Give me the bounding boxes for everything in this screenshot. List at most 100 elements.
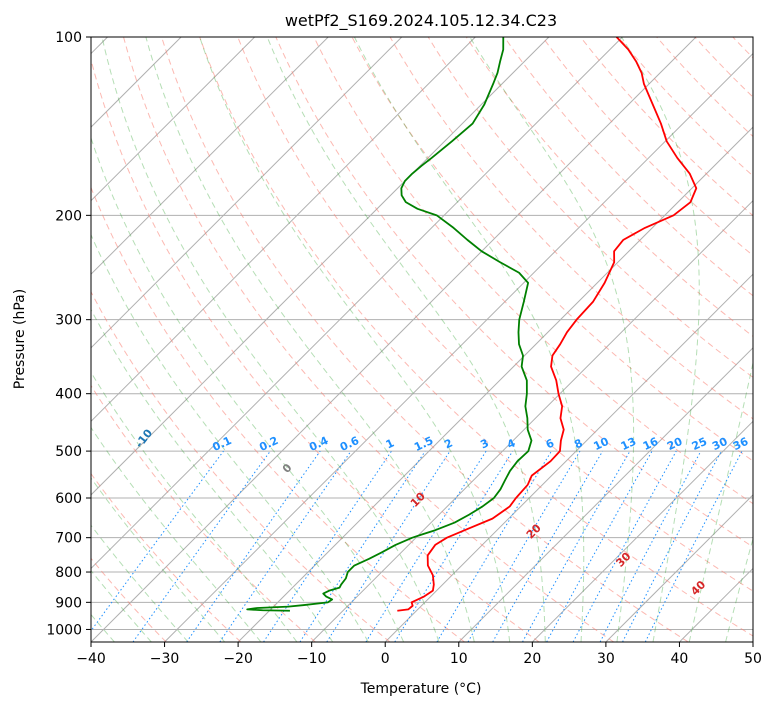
dry-adiabat-lines: [91, 37, 753, 642]
moist-adiabat: [91, 136, 405, 642]
sounding-profiles: [246, 37, 698, 612]
x-tick-label: −40: [76, 651, 106, 667]
moist-adiabat: [91, 426, 262, 642]
dry-adiabat: [91, 472, 242, 642]
y-tick-label: 300: [55, 313, 82, 329]
dry-adiabat: [351, 37, 753, 462]
isotherm-line: [384, 273, 753, 642]
isotherm-line: [91, 37, 697, 642]
isotherm-line: [531, 420, 753, 642]
x-axis-label: Temperature (°C): [360, 681, 482, 697]
x-tick-label: 30: [597, 651, 615, 667]
moist-adiabat: [91, 524, 189, 642]
mixing-ratio-line: [91, 450, 224, 632]
isotherm-line: [91, 37, 403, 349]
moist-adiabat: [266, 37, 546, 642]
mixing-ratio-label: 30: [710, 435, 730, 453]
mixing-ratio-line: [299, 450, 426, 642]
dry-adiabat: [313, 37, 753, 505]
moist-adiabat: [91, 371, 298, 642]
plot-frame: [90, 36, 754, 643]
mixing-ratio-line: [186, 450, 321, 642]
chart-title: wetPf2_S169.2024.105.12.34.C23: [285, 11, 557, 31]
moist-adiabat-lines: [91, 37, 753, 642]
mixing-ratio-line: [522, 450, 631, 642]
mixing-ratio-label: 13: [619, 435, 638, 453]
moist-adiabat: [101, 37, 440, 642]
x-tick-label: −10: [297, 651, 327, 667]
x-tick-label: 10: [450, 651, 468, 667]
dewpoint-profile: [246, 37, 533, 612]
y-tick-label: 100: [55, 30, 82, 46]
isotherm-line: [605, 494, 753, 642]
y-tick-label: 700: [55, 531, 82, 547]
moist-adiabat: [91, 569, 152, 642]
mixing-ratio-label: 25: [690, 435, 709, 453]
isotherm-line: [91, 37, 256, 202]
mixing-ratio-line: [132, 450, 271, 642]
dry-adiabat: [161, 37, 689, 642]
mixing-ratio-label: 16: [641, 435, 661, 453]
mixing-ratio-line: [394, 450, 514, 642]
isotherm-line: [237, 126, 753, 642]
dry-adiabat: [199, 37, 753, 637]
y-axis-label: Pressure (hPa): [12, 289, 28, 389]
moist-adiabat: [621, 37, 700, 642]
x-tick-label: −30: [150, 651, 180, 667]
moist-adiabat: [353, 37, 585, 642]
x-tick-label: 20: [523, 651, 541, 667]
y-tick-label: 500: [55, 444, 82, 460]
y-tick-label: 800: [55, 565, 82, 581]
moist-adiabat: [91, 477, 226, 642]
dry-adiabat: [91, 290, 391, 642]
x-tick-label: −20: [223, 651, 253, 667]
mixing-ratio-line: [326, 450, 451, 642]
moist-adiabat: [199, 37, 511, 642]
mixing-ratio-line: [219, 450, 352, 642]
dry-adiabat: [91, 384, 316, 642]
dry-adiabat: [427, 37, 753, 379]
moist-adiabat: [91, 308, 334, 642]
mixing-ratio-line: [263, 450, 392, 642]
y-tick-label: 200: [55, 208, 82, 224]
plot-background-lines: [91, 37, 753, 642]
mixing-ratio-lines: [91, 450, 743, 642]
y-tick-label: 600: [55, 491, 82, 507]
isotherm-line: [91, 37, 476, 423]
dry-adiabat: [275, 37, 753, 548]
mixing-ratio-label: 10: [592, 435, 612, 453]
moist-adiabat: [688, 360, 753, 642]
temperature-profile: [397, 37, 698, 612]
x-tick-label: 50: [744, 651, 762, 667]
axis-ticks: −40 −30 −20 −10 0 10 20 30 40 50 100 200 300 400 500 60…: [46, 30, 762, 667]
moist-adiabat: [725, 536, 753, 642]
moist-adiabat: [91, 233, 369, 642]
isotherm-line: [311, 199, 753, 642]
x-tick-label: 40: [671, 651, 689, 667]
isotherm-line: [91, 37, 623, 570]
mixing-ratio-line: [572, 450, 677, 642]
y-tick-label: 400: [55, 387, 82, 403]
mixing-ratio-label: 36: [731, 435, 751, 453]
dry-adiabat: [465, 37, 753, 337]
mixing-ratio-line: [644, 450, 743, 642]
isotherm-line: [164, 52, 753, 642]
x-tick-label: 0: [381, 651, 390, 667]
dry-adiabat: [123, 37, 614, 642]
moist-adiabat: [145, 37, 475, 642]
isotherm-line: [91, 37, 550, 496]
dry-adiabat: [91, 57, 540, 642]
dry-adiabat: [237, 37, 753, 592]
isotherm-line: [91, 37, 329, 275]
y-tick-label: 1000: [46, 622, 82, 638]
mixing-ratio-line: [546, 450, 653, 642]
dry-adiabat: [91, 186, 465, 642]
y-tick-label: 900: [55, 595, 82, 611]
dry-adiabat: [503, 37, 753, 297]
dry-adiabat: [389, 37, 753, 420]
mixing-ratio-label: 20: [665, 435, 685, 453]
isotherm-line: [458, 347, 753, 642]
